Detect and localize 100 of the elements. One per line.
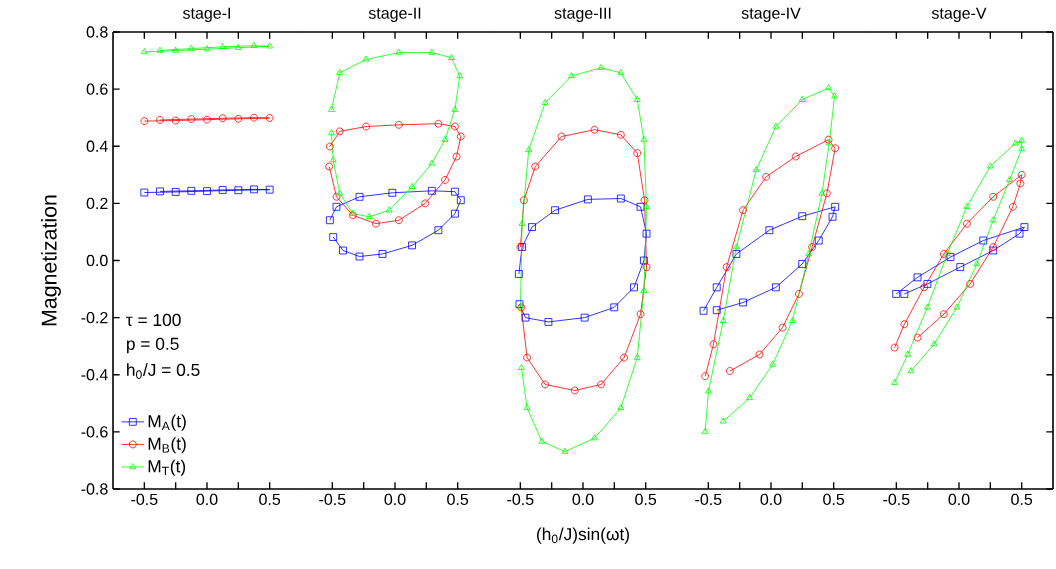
point — [421, 199, 430, 208]
point — [636, 202, 645, 211]
point — [719, 417, 727, 424]
point — [541, 380, 550, 389]
point — [325, 142, 334, 151]
point — [218, 186, 227, 194]
point — [772, 122, 780, 129]
point — [633, 95, 641, 102]
point — [907, 367, 915, 374]
x-tick-label: 0.5 — [259, 493, 281, 506]
point — [789, 316, 796, 323]
point — [140, 188, 149, 197]
point — [140, 117, 149, 125]
point — [900, 290, 909, 298]
annotation: h$_{0}$/J = 0.5 — [127, 363, 200, 379]
chart-title: stage-III — [554, 7, 611, 22]
point — [719, 316, 727, 323]
point — [831, 144, 840, 153]
point — [518, 219, 526, 226]
point — [388, 188, 397, 197]
point — [538, 437, 546, 444]
point — [521, 313, 530, 322]
point — [234, 43, 242, 50]
point — [265, 114, 274, 122]
point — [428, 159, 436, 166]
point — [953, 303, 961, 310]
x-tick-label: 0.0 — [572, 493, 594, 506]
point — [946, 253, 955, 261]
point — [722, 263, 731, 271]
point — [616, 194, 625, 203]
point — [266, 42, 274, 49]
point — [831, 92, 838, 99]
point — [456, 132, 465, 141]
point — [531, 162, 540, 171]
point — [408, 182, 416, 189]
point — [739, 206, 747, 215]
point — [434, 226, 443, 235]
y-tick-label: 0.4 — [86, 140, 108, 152]
point — [616, 130, 625, 139]
point — [808, 243, 816, 251]
x-tick-label: -0.5 — [507, 493, 534, 506]
point — [456, 72, 464, 79]
point — [378, 250, 387, 258]
point — [568, 72, 575, 79]
point — [890, 343, 899, 352]
legend-label: M$_{T}$(t) — [148, 459, 186, 476]
point — [1009, 202, 1017, 211]
point — [528, 223, 536, 231]
y-tick-label: -0.8 — [81, 483, 108, 495]
point — [570, 386, 579, 395]
point — [335, 127, 344, 136]
point — [514, 270, 523, 278]
point — [891, 378, 898, 385]
point — [752, 166, 760, 173]
annotation: p = 0.5 — [126, 337, 179, 354]
point — [590, 125, 599, 134]
point — [828, 212, 837, 221]
point — [989, 192, 998, 201]
point — [805, 250, 813, 257]
point — [643, 202, 650, 209]
point — [1015, 229, 1024, 238]
point — [642, 263, 651, 271]
point — [1012, 139, 1019, 146]
point — [355, 252, 364, 261]
point — [187, 44, 195, 51]
point — [1018, 136, 1026, 143]
point — [814, 236, 823, 245]
point — [640, 135, 648, 142]
point — [250, 185, 258, 194]
legend-label: M$_{B}$(t) — [148, 437, 186, 454]
point — [355, 192, 364, 201]
point — [395, 216, 403, 225]
point — [339, 246, 347, 255]
point — [171, 188, 180, 196]
point — [610, 303, 619, 312]
point — [963, 219, 971, 228]
point — [451, 209, 459, 218]
point — [203, 115, 211, 124]
point — [448, 53, 455, 60]
point — [892, 290, 901, 298]
point — [930, 340, 938, 347]
chart-title: stage-V — [931, 7, 987, 22]
x-tick-label: 0.5 — [823, 493, 845, 506]
legend-label: M$_{A}$(t) — [148, 414, 186, 431]
chart-title: stage-IV — [741, 7, 801, 22]
x-tick-label: -0.5 — [695, 493, 722, 506]
point — [250, 113, 258, 122]
point — [203, 45, 211, 52]
x-tick-label: 0.0 — [948, 493, 970, 506]
point — [265, 185, 274, 194]
point — [428, 48, 436, 55]
point — [620, 353, 628, 362]
point — [325, 162, 334, 171]
point — [989, 243, 998, 251]
point — [172, 46, 180, 53]
point — [640, 256, 648, 265]
point — [234, 114, 243, 123]
y-tick-label: 0.6 — [86, 83, 108, 95]
point — [1006, 176, 1014, 183]
point — [156, 46, 164, 53]
